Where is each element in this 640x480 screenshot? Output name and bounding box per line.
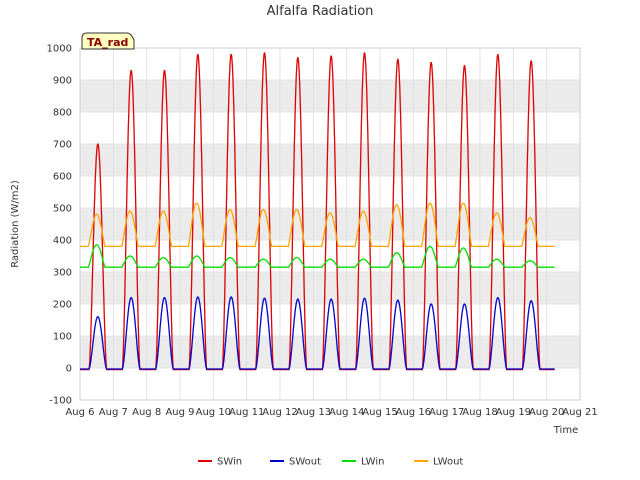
x-tick-label: Aug 11	[229, 407, 264, 418]
legend-label: SWout	[289, 457, 321, 468]
gridlines	[79, 47, 581, 401]
x-tick-label: Aug 16	[396, 407, 431, 418]
y-axis-label: Radiation (W/m2)	[10, 180, 21, 268]
x-tick-label: Aug 18	[462, 407, 497, 418]
y-tick-label: 400	[53, 236, 72, 247]
x-tick-label: Aug 7	[99, 407, 128, 418]
series-line-lwin	[80, 244, 555, 268]
x-tick-label: Aug 9	[165, 407, 194, 418]
x-tick-label: Aug 10	[196, 407, 231, 418]
y-axis-ticks: -100 0 100 200 300 400 500 600 700 800 900 1000	[47, 44, 72, 407]
badge-label: TA_rad	[87, 36, 128, 49]
x-tick-label: Aug 13	[296, 407, 331, 418]
y-tick-label: 100	[53, 332, 72, 343]
x-tick-label: Aug 17	[429, 407, 464, 418]
y-tick-label: 700	[53, 140, 72, 151]
y-tick-label: 600	[53, 172, 72, 183]
legend: SWin SWout LWin LWout	[198, 457, 463, 468]
x-tick-label: Aug 15	[362, 407, 397, 418]
series-line-lwout	[80, 202, 555, 248]
x-tick-label: Aug 21	[562, 407, 597, 418]
y-tick-label: 1000	[47, 44, 72, 55]
x-tick-label: Aug 14	[329, 407, 364, 418]
x-tick-label: Aug 20	[529, 407, 564, 418]
y-tick-label: 800	[53, 108, 72, 119]
x-tick-label: Aug 19	[496, 407, 531, 418]
x-tick-label: Aug 6	[65, 407, 94, 418]
band	[80, 80, 580, 112]
series-lines	[80, 52, 555, 371]
badge: TA_rad	[81, 32, 135, 50]
badge-box	[81, 32, 135, 50]
x-tick-label: Aug 12	[262, 407, 297, 418]
plot-frame	[79, 47, 581, 401]
x-axis-label: Time	[553, 425, 578, 436]
y-tick-label: 0	[66, 364, 72, 375]
y-tick-label: -100	[49, 396, 72, 407]
y-tick-label: 500	[53, 204, 72, 215]
legend-label: LWin	[361, 457, 384, 468]
y-tick-label: 900	[53, 76, 72, 87]
legend-label: LWout	[433, 457, 463, 468]
plot-background-bands	[80, 80, 580, 368]
y-tick-label: 300	[53, 268, 72, 279]
legend-label: SWin	[217, 457, 242, 468]
x-tick-label: Aug 8	[132, 407, 161, 418]
series-line-swout	[80, 296, 555, 370]
y-tick-label: 200	[53, 300, 72, 311]
chart-title: Alfalfa Radiation	[267, 4, 374, 19]
band	[80, 336, 580, 368]
band	[80, 144, 580, 176]
